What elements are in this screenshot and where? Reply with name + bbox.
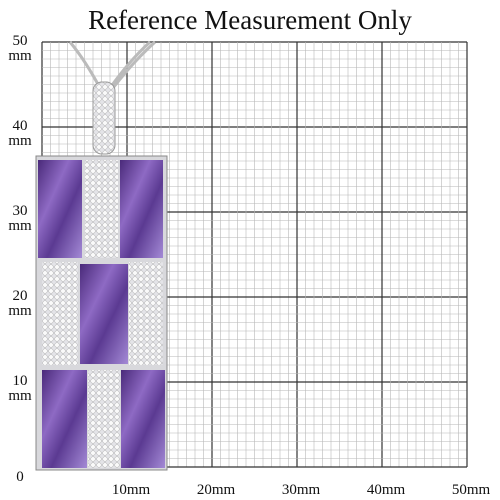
y-label-unit: mm: [8, 218, 32, 234]
y-label-unit: mm: [8, 388, 32, 404]
x-label: 30mm: [282, 482, 321, 498]
title: Reference Measurement Only: [88, 5, 412, 35]
gem: [38, 160, 82, 258]
pave-panel: [129, 262, 163, 365]
pave-panel: [88, 370, 120, 468]
y-label-number: 30: [13, 203, 28, 219]
gem: [80, 264, 128, 364]
pendant: [35, 40, 168, 471]
gem: [121, 370, 165, 468]
y-label-unit: mm: [8, 48, 32, 64]
x-label: 40mm: [367, 482, 406, 498]
gem: [42, 370, 87, 468]
y-label-number: 50: [13, 33, 28, 49]
pave-panel: [42, 262, 78, 365]
gem: [120, 160, 163, 258]
y-label-unit: mm: [8, 303, 32, 319]
y-label-number: 20: [13, 288, 28, 304]
bail: [92, 81, 116, 155]
y-label-number: 0: [16, 469, 24, 485]
x-label: 10mm: [112, 482, 151, 498]
x-label: 50mm: [452, 482, 491, 498]
y-label-number: 10: [13, 373, 28, 389]
x-label: 20mm: [197, 482, 236, 498]
y-label-number: 40: [13, 118, 28, 134]
pave-panel: [85, 160, 118, 258]
y-label-unit: mm: [8, 133, 32, 149]
